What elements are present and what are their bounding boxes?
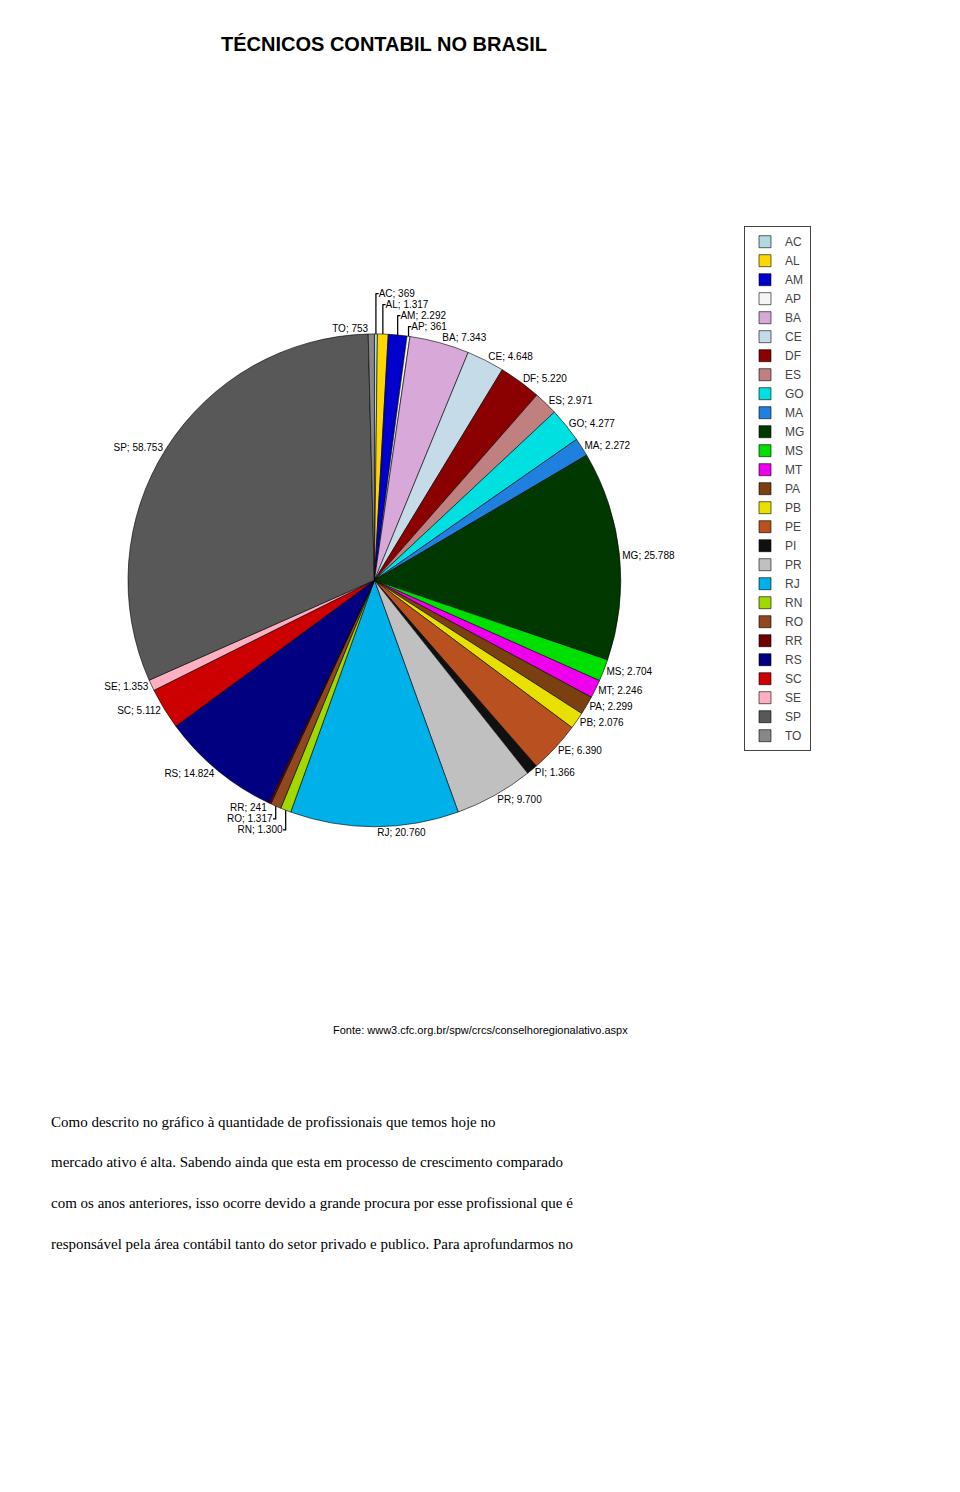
svg-text:AM: AM	[785, 273, 803, 287]
svg-text:DF: DF	[785, 349, 801, 363]
svg-text:MA: MA	[785, 406, 803, 420]
svg-text:MT; 2.246: MT; 2.246	[598, 685, 642, 696]
svg-text:AP; 361: AP; 361	[411, 321, 447, 332]
svg-text:RR: RR	[785, 634, 803, 648]
svg-text:AL: AL	[785, 254, 800, 268]
svg-text:RO: RO	[785, 615, 803, 629]
svg-text:ES: ES	[785, 368, 801, 382]
svg-text:TO: TO	[785, 729, 801, 743]
svg-text:RR; 241: RR; 241	[230, 802, 267, 813]
svg-text:com os anos anteriores, isso o: com os anos anteriores, isso ocorre devi…	[51, 1195, 573, 1211]
svg-text:CE; 4.648: CE; 4.648	[488, 351, 533, 362]
svg-text:TO; 753: TO; 753	[332, 323, 368, 334]
svg-text:SE; 1.353: SE; 1.353	[104, 681, 148, 692]
svg-text:CE: CE	[785, 330, 802, 344]
svg-text:TÉCNICOS CONTABIL NO BRASIL: TÉCNICOS CONTABIL NO BRASIL	[221, 33, 547, 55]
svg-text:responsável pela área contábil: responsável pela área contábil tanto do …	[51, 1236, 573, 1252]
svg-text:SC: SC	[785, 672, 802, 686]
svg-text:Fonte: www3.cfc.org.br/spw/crc: Fonte: www3.cfc.org.br/spw/crcs/conselho…	[333, 1024, 628, 1036]
svg-text:PE: PE	[785, 520, 801, 534]
svg-text:MA; 2.272: MA; 2.272	[585, 440, 631, 451]
svg-text:MG: MG	[785, 425, 804, 439]
svg-text:SP: SP	[785, 710, 801, 724]
svg-text:BA: BA	[785, 311, 801, 325]
svg-text:PR: PR	[785, 558, 802, 572]
svg-text:Como descrito no gráfico à qua: Como descrito no gráfico à quantidade de…	[51, 1114, 495, 1130]
svg-text:DF; 5.220: DF; 5.220	[523, 373, 567, 384]
svg-text:PE; 6.390: PE; 6.390	[558, 745, 602, 756]
svg-text:PB: PB	[785, 501, 801, 515]
svg-text:AL; 1.317: AL; 1.317	[386, 299, 429, 310]
svg-text:AM; 2.292: AM; 2.292	[400, 310, 446, 321]
svg-text:BA; 7.343: BA; 7.343	[442, 332, 486, 343]
svg-text:PI: PI	[785, 539, 796, 553]
svg-text:AC; 369: AC; 369	[379, 288, 416, 299]
svg-text:RO; 1.317: RO; 1.317	[227, 813, 273, 824]
svg-text:GO: GO	[785, 387, 804, 401]
svg-text:RN; 1.300: RN; 1.300	[237, 824, 282, 835]
svg-text:GO; 4.277: GO; 4.277	[569, 418, 616, 429]
svg-text:SP; 58.753: SP; 58.753	[114, 442, 164, 453]
svg-text:mercado ativo é alta. Sabendo: mercado ativo é alta. Sabendo ainda que …	[51, 1154, 563, 1170]
svg-text:PR; 9.700: PR; 9.700	[497, 794, 542, 805]
svg-text:AP: AP	[785, 292, 801, 306]
svg-text:RS; 14.824: RS; 14.824	[164, 768, 214, 779]
svg-text:AC: AC	[785, 235, 802, 249]
svg-text:MG; 25.788: MG; 25.788	[622, 550, 675, 561]
svg-text:PI; 1.366: PI; 1.366	[535, 767, 575, 778]
svg-text:MS; 2.704: MS; 2.704	[607, 666, 653, 677]
svg-text:PA: PA	[785, 482, 800, 496]
svg-text:RJ: RJ	[785, 577, 800, 591]
svg-text:SC; 5.112: SC; 5.112	[117, 705, 161, 716]
svg-text:RJ; 20.760: RJ; 20.760	[377, 827, 426, 838]
svg-text:RN: RN	[785, 596, 802, 610]
svg-text:RS: RS	[785, 653, 802, 667]
svg-text:PA; 2.299: PA; 2.299	[589, 701, 633, 712]
svg-text:ES; 2.971: ES; 2.971	[549, 395, 593, 406]
svg-text:MS: MS	[785, 444, 803, 458]
svg-text:SE: SE	[785, 691, 801, 705]
svg-text:PB; 2.076: PB; 2.076	[580, 717, 624, 728]
svg-text:MT: MT	[785, 463, 803, 477]
